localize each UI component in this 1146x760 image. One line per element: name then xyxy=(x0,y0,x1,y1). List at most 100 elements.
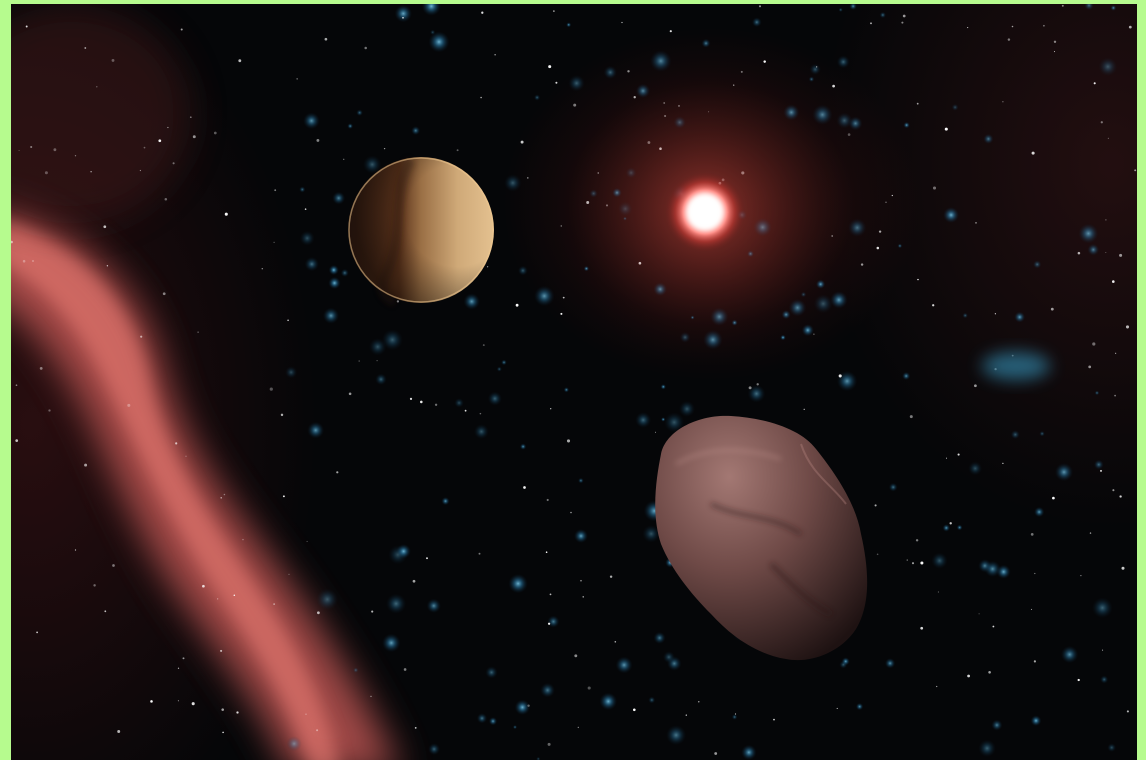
white-star xyxy=(1114,394,1116,397)
blue-star xyxy=(536,756,541,760)
blue-star xyxy=(1107,743,1117,752)
white-star xyxy=(838,374,842,378)
blue-star xyxy=(648,696,656,704)
white-star xyxy=(975,222,977,224)
white-star xyxy=(364,46,367,50)
blue-star xyxy=(903,121,910,129)
blue-star xyxy=(563,387,570,393)
blue-star xyxy=(454,398,464,408)
blue-star xyxy=(574,529,588,543)
white-star xyxy=(175,442,178,445)
white-star xyxy=(1031,151,1035,155)
white-star xyxy=(937,591,939,593)
white-star xyxy=(974,384,977,388)
white-star xyxy=(287,319,289,322)
blue-star xyxy=(1034,506,1045,518)
blue-star xyxy=(322,307,340,324)
white-star xyxy=(917,278,919,281)
blue-star xyxy=(547,615,560,628)
blue-star xyxy=(303,112,320,130)
white-star xyxy=(832,84,835,88)
blue-star xyxy=(653,631,666,645)
white-star xyxy=(1033,660,1036,663)
blue-star xyxy=(855,702,864,711)
white-star xyxy=(30,145,33,149)
white-star xyxy=(654,431,657,433)
white-star xyxy=(632,708,636,712)
white-star xyxy=(15,384,18,387)
white-star xyxy=(803,408,805,410)
white-star xyxy=(412,579,416,583)
blue-star xyxy=(984,560,1001,578)
white-star xyxy=(162,292,166,296)
white-star xyxy=(317,611,320,615)
white-star xyxy=(36,631,38,634)
white-star xyxy=(280,413,284,417)
white-star xyxy=(112,564,115,567)
white-star xyxy=(1080,574,1082,577)
blue-star xyxy=(666,725,687,746)
white-star xyxy=(949,522,952,525)
white-star xyxy=(494,54,496,56)
white-star xyxy=(348,392,352,396)
blue-star xyxy=(661,417,666,422)
white-star xyxy=(1053,40,1057,43)
blue-star xyxy=(731,714,738,720)
white-star xyxy=(261,267,264,270)
blue-star xyxy=(635,412,652,428)
white-star xyxy=(560,312,563,315)
white-star xyxy=(957,453,960,456)
blue-star xyxy=(1039,430,1045,437)
white-star xyxy=(90,171,92,173)
white-star xyxy=(978,613,980,615)
white-star xyxy=(587,686,591,690)
blue-star xyxy=(514,699,531,715)
white-star xyxy=(936,685,938,688)
blue-star xyxy=(747,384,766,403)
blue-star xyxy=(956,524,963,531)
white-star xyxy=(911,562,915,565)
white-star xyxy=(1061,4,1064,7)
blue-star xyxy=(534,94,541,101)
white-star xyxy=(221,708,224,711)
white-star xyxy=(574,654,578,658)
blue-star xyxy=(430,29,436,35)
white-star xyxy=(920,561,924,565)
blue-star xyxy=(1060,645,1079,664)
blue-star xyxy=(801,324,814,337)
white-star xyxy=(988,671,991,674)
white-star xyxy=(479,412,482,415)
white-star xyxy=(223,493,226,496)
nebula xyxy=(11,4,396,760)
white-star xyxy=(182,657,185,660)
distant-galaxy xyxy=(982,352,1050,380)
blue-star xyxy=(487,391,502,406)
white-star xyxy=(93,584,96,587)
white-star xyxy=(734,713,737,715)
blue-star xyxy=(808,76,815,82)
white-star xyxy=(127,403,131,407)
white-star xyxy=(481,11,484,14)
white-star xyxy=(11,240,13,244)
white-star xyxy=(482,344,485,347)
white-star xyxy=(213,131,217,135)
blue-star xyxy=(1033,260,1042,269)
white-star xyxy=(358,360,360,362)
white-star xyxy=(139,169,142,172)
white-star xyxy=(192,135,196,139)
blue-star xyxy=(363,155,382,174)
white-star xyxy=(197,331,199,333)
white-star xyxy=(480,96,482,99)
white-star xyxy=(1088,365,1092,369)
blue-star xyxy=(1084,4,1094,11)
blue-star xyxy=(650,50,672,72)
white-star xyxy=(836,707,838,709)
blue-star xyxy=(396,544,411,559)
blue-star xyxy=(411,126,421,136)
blue-star xyxy=(809,63,821,75)
white-star xyxy=(891,194,893,197)
white-star xyxy=(1052,496,1055,500)
white-star xyxy=(1093,82,1096,85)
white-star xyxy=(1128,25,1132,29)
blue-star xyxy=(476,713,488,724)
